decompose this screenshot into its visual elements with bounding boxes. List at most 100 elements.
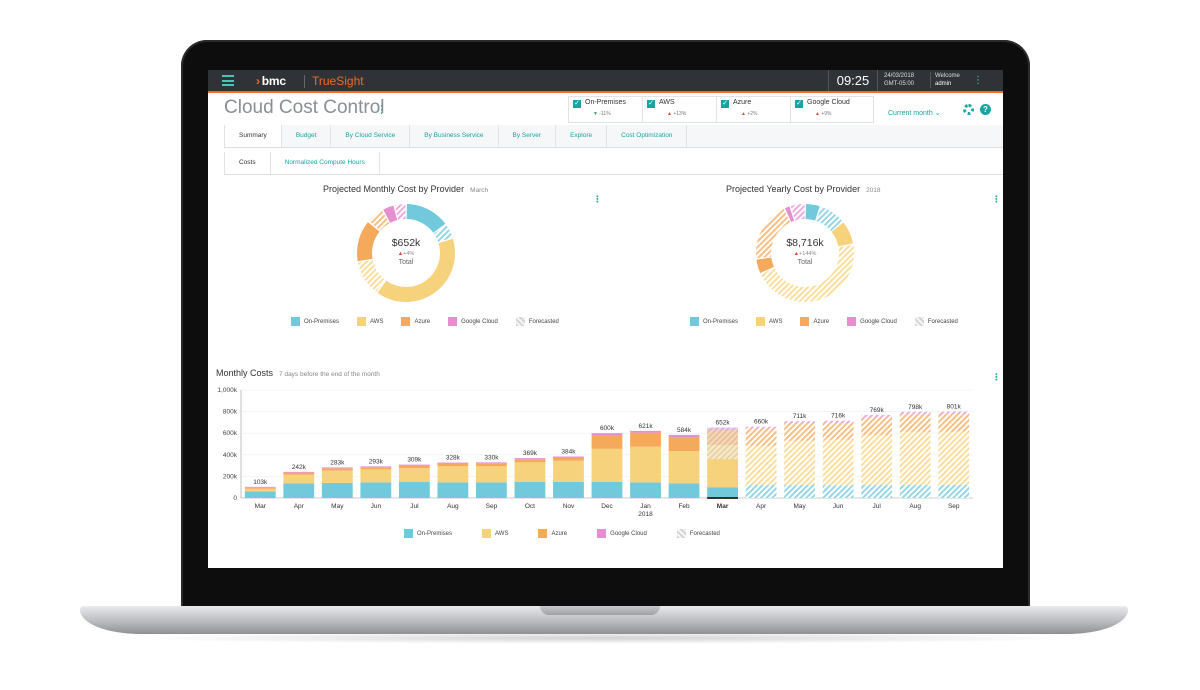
bar-segment[interactable] <box>360 466 392 468</box>
filter-google-cloud[interactable]: ✓ Google Cloud ▲ +9% <box>791 97 873 122</box>
bar-segment[interactable] <box>553 481 584 498</box>
bar-segment[interactable] <box>938 431 970 485</box>
tab-budget[interactable]: Budget <box>282 125 332 147</box>
bar-segment[interactable] <box>668 483 700 498</box>
bar-segment[interactable] <box>553 460 584 482</box>
monthly-costs-menu-icon[interactable]: ⋮ <box>992 372 1001 382</box>
bar-segment[interactable] <box>514 458 546 460</box>
legend-item[interactable]: On-Premises <box>291 317 339 326</box>
welcome-user[interactable]: Welcome admin <box>930 72 978 88</box>
bar-segment[interactable] <box>899 484 931 498</box>
donut-slice[interactable] <box>394 204 406 220</box>
bar-segment[interactable] <box>398 467 430 483</box>
bar-segment[interactable] <box>283 472 315 475</box>
legend-item[interactable]: On-Premises <box>404 529 452 538</box>
bar-segment[interactable] <box>745 426 777 429</box>
bar-segment[interactable] <box>668 451 700 484</box>
bar-segment[interactable] <box>822 485 854 498</box>
bar-segment[interactable] <box>861 417 893 436</box>
legend-item[interactable]: AWS <box>357 317 383 326</box>
legend-item[interactable]: Forecasted <box>914 317 958 326</box>
bar-segment[interactable] <box>321 468 353 471</box>
bar-segment[interactable] <box>437 463 469 467</box>
checkbox-icon[interactable]: ✓ <box>721 100 729 108</box>
tab-by-business-service[interactable]: By Business Service <box>410 125 499 147</box>
checkbox-icon[interactable]: ✓ <box>795 100 803 108</box>
donut-slice[interactable] <box>368 210 390 231</box>
bar-segment[interactable] <box>437 466 469 483</box>
legend-item[interactable]: Google Cloud <box>448 317 498 326</box>
bar-segment[interactable] <box>360 467 392 470</box>
bar-segment[interactable] <box>553 456 584 458</box>
bar-segment[interactable] <box>283 483 315 498</box>
bar-segment[interactable] <box>244 488 276 492</box>
bar-segment[interactable] <box>630 432 661 447</box>
donut-slice[interactable] <box>383 205 398 223</box>
donut-slice[interactable] <box>760 244 854 302</box>
hamburger-menu-icon[interactable] <box>222 75 234 86</box>
bar-segment[interactable] <box>360 469 392 483</box>
bar-segment[interactable] <box>784 421 816 424</box>
yearly-donut-menu-icon[interactable]: ⋮ <box>992 194 1001 204</box>
monthly-donut-menu-icon[interactable]: ⋮ <box>593 194 602 204</box>
bar-segment[interactable] <box>822 420 854 424</box>
bar-segment[interactable] <box>437 462 469 464</box>
bar-segment[interactable] <box>745 485 777 498</box>
bar-segment[interactable] <box>591 433 623 436</box>
tab-explore[interactable]: Explore <box>556 125 608 147</box>
bar-segment[interactable] <box>398 482 430 498</box>
tab-by-server[interactable]: By Server <box>499 125 557 147</box>
donut-slice[interactable] <box>790 204 805 221</box>
tab-cost-optimization[interactable]: Cost Optimization <box>607 125 688 147</box>
bar-segment[interactable] <box>398 464 430 466</box>
bar-segment[interactable] <box>283 471 315 473</box>
filter-aws[interactable]: ✓ AWS ▲ +13% <box>643 97 717 122</box>
bar-segment[interactable] <box>938 484 970 498</box>
bar-segment[interactable] <box>360 482 392 498</box>
bar-segment[interactable] <box>591 435 623 449</box>
donut-slice[interactable] <box>816 206 843 232</box>
legend-item[interactable]: Forecasted <box>515 317 559 326</box>
bar-segment[interactable] <box>591 448 623 482</box>
bar-segment[interactable] <box>514 481 546 498</box>
bar-segment[interactable] <box>630 446 661 483</box>
donut-slice[interactable] <box>357 222 380 262</box>
help-icon[interactable]: ? <box>980 104 991 115</box>
legend-item[interactable]: Azure <box>800 317 829 326</box>
donut-slice[interactable] <box>756 208 791 259</box>
filter-azure[interactable]: ✓ Azure ▲ +2% <box>717 97 791 122</box>
bar-segment[interactable] <box>861 485 893 498</box>
bar-segment[interactable] <box>784 485 816 498</box>
bar-segment[interactable] <box>630 430 661 433</box>
donut-slice[interactable] <box>433 224 453 243</box>
tab-by-cloud-service[interactable]: By Cloud Service <box>331 125 411 147</box>
donut-slice[interactable] <box>785 206 795 222</box>
bar-segment[interactable] <box>822 439 854 486</box>
legend-item[interactable]: Google Cloud <box>847 317 897 326</box>
bar-segment[interactable] <box>321 467 353 469</box>
bar-segment[interactable] <box>514 462 546 482</box>
legend-item[interactable]: Google Cloud <box>597 529 647 538</box>
legend-item[interactable]: Azure <box>401 317 430 326</box>
tab-summary[interactable]: Summary <box>224 125 282 147</box>
bar-segment[interactable] <box>283 474 315 484</box>
legend-item[interactable]: AWS <box>756 317 782 326</box>
donut-slice[interactable] <box>377 238 455 302</box>
bar-segment[interactable] <box>476 462 507 464</box>
bar-segment[interactable] <box>437 482 469 498</box>
checkbox-icon[interactable]: ✓ <box>647 100 655 108</box>
bar-segment[interactable] <box>707 487 738 498</box>
bar-segment[interactable] <box>899 431 931 485</box>
bar-segment[interactable] <box>514 459 546 463</box>
bar-segment[interactable] <box>476 466 507 483</box>
donut-slice[interactable] <box>831 222 854 247</box>
checkbox-icon[interactable]: ✓ <box>573 100 581 108</box>
bar-segment[interactable] <box>822 423 854 440</box>
bar-segment[interactable] <box>244 487 276 489</box>
bar-segment[interactable] <box>244 486 276 488</box>
more-options-icon[interactable]: ⋮ <box>973 75 983 86</box>
donut-slice[interactable] <box>357 259 386 293</box>
bar-segment[interactable] <box>321 482 353 498</box>
donut-slice[interactable] <box>756 257 774 273</box>
bar-segment[interactable] <box>476 463 507 467</box>
